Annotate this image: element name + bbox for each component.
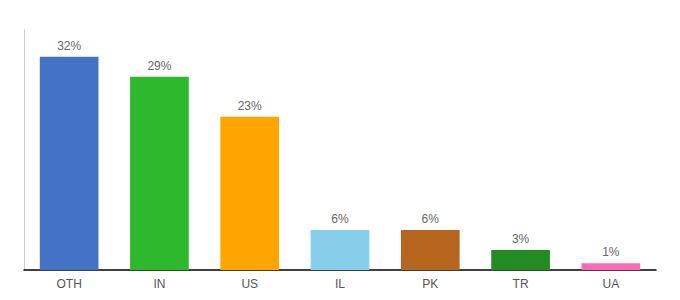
svg-text:IN: IN [153,277,165,291]
svg-text:PK: PK [422,277,438,291]
svg-text:29%: 29% [147,59,171,73]
svg-text:23%: 23% [238,99,262,113]
svg-text:1%: 1% [602,245,620,259]
svg-text:TR: TR [513,277,529,291]
svg-text:IL: IL [335,277,345,291]
svg-text:6%: 6% [331,212,349,226]
svg-text:OTH: OTH [56,277,81,291]
svg-text:3%: 3% [512,232,530,246]
svg-text:32%: 32% [57,39,81,53]
svg-text:6%: 6% [422,212,440,226]
svg-text:UA: UA [603,277,620,291]
svg-text:US: US [241,277,258,291]
